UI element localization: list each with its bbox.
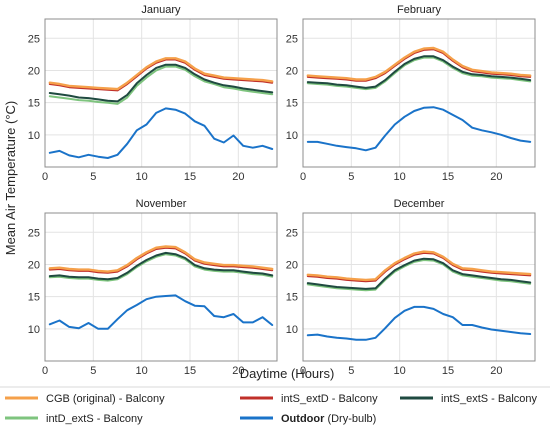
legend-item-outdoor: Outdoor (Dry-bulb) [240, 413, 376, 425]
series-line-outdoor [48, 107, 274, 159]
x-tick-label: 10 [394, 171, 406, 183]
series-line-cgb-original [306, 46, 532, 81]
series-line-ints-exts [306, 55, 532, 89]
panel-title: November [136, 198, 187, 210]
legend-label: CGB (original) - Balcony [46, 393, 165, 405]
y-tick-label: 20 [286, 259, 298, 271]
series-line-ints-extd [48, 246, 274, 274]
panel-title: January [141, 4, 181, 16]
series-line-ints-exts [48, 251, 274, 281]
y-tick-label: 20 [28, 259, 40, 271]
series-line-ints-exts [306, 257, 532, 290]
x-tick-label: 20 [232, 171, 244, 183]
x-tick-label: 15 [442, 365, 454, 377]
panel-title: February [397, 4, 442, 16]
x-tick-label: 0 [300, 171, 306, 183]
series-line-outdoor [48, 294, 274, 330]
y-tick-label: 10 [28, 324, 40, 336]
series-line-cgb-original [48, 57, 274, 91]
legend-label-bold: Outdoor [281, 413, 325, 425]
x-tick-label: 15 [184, 365, 196, 377]
series-line-intd-exts [48, 253, 274, 282]
x-tick-label: 15 [442, 171, 454, 183]
plot-frame [44, 18, 278, 168]
x-tick-label: 10 [136, 365, 148, 377]
legend-item-ints-extd-balcony: intS_extD - Balcony [240, 393, 378, 405]
x-tick-label: 10 [394, 365, 406, 377]
y-tick-label: 15 [286, 292, 298, 304]
series-line-intd-exts [306, 56, 532, 91]
panel-title: December [394, 198, 445, 210]
panel-november: 0 5 10 15 20 10 15 20 25 November [28, 198, 278, 377]
series-line-cgb-original [48, 245, 274, 273]
y-tick-label: 25 [286, 227, 298, 239]
x-tick-label: 5 [348, 365, 354, 377]
x-tick-label: 0 [300, 365, 306, 377]
y-tick-label: 25 [28, 227, 40, 239]
legend-item-ints-exts-balcony: intS_extS - Balcony [400, 393, 537, 405]
series-line-ints-exts [48, 63, 274, 103]
series-line-intd-exts [306, 259, 532, 292]
x-tick-label: 20 [490, 365, 502, 377]
plot-frame [302, 212, 536, 362]
x-tick-label: 0 [42, 171, 48, 183]
legend-item-intd-exts-balcony: intD_extS - Balcony [5, 413, 143, 425]
y-tick-label: 25 [28, 33, 40, 45]
series-line-ints-extd [306, 251, 532, 283]
series-line-ints-extd [306, 48, 532, 82]
y-tick-label: 25 [286, 33, 298, 45]
panel-december: 0 5 10 15 20 10 15 20 25 December [286, 198, 536, 377]
x-tick-label: 5 [90, 171, 96, 183]
y-tick-label: 10 [286, 324, 298, 336]
y-tick-label: 20 [286, 65, 298, 77]
y-tick-label: 10 [286, 130, 298, 142]
x-axis-title: Daytime (Hours) [240, 366, 335, 381]
y-tick-label: 15 [28, 292, 40, 304]
legend: CGB (original) - Balcony intS_extD - Balc… [5, 393, 537, 425]
legend-label: Outdoor (Dry-bulb) [281, 413, 376, 425]
legend-item-cgb-original-balcony: CGB (original) - Balcony [5, 393, 165, 405]
series-line-outdoor [306, 106, 532, 152]
x-tick-label: 20 [490, 171, 502, 183]
panel-february: 0 5 10 15 20 10 15 20 25 February [286, 4, 536, 183]
legend-label-suffix: (Dry-bulb) [324, 413, 376, 425]
x-tick-label: 20 [232, 365, 244, 377]
plot-frame [44, 212, 278, 362]
series-line-intd-exts [48, 65, 274, 105]
y-tick-label: 15 [286, 98, 298, 110]
series-line-outdoor [306, 305, 532, 341]
x-tick-label: 0 [42, 365, 48, 377]
legend-label: intS_extD - Balcony [281, 393, 378, 405]
legend-label: intS_extS - Balcony [441, 393, 537, 405]
plot-frame [302, 18, 536, 168]
legend-label: intD_extS - Balcony [46, 413, 143, 425]
y-tick-label: 20 [28, 65, 40, 77]
y-tick-label: 10 [28, 130, 40, 142]
series-line-cgb-original [306, 250, 532, 282]
x-tick-label: 10 [136, 171, 148, 183]
y-tick-label: 15 [28, 98, 40, 110]
x-tick-label: 15 [184, 171, 196, 183]
x-tick-label: 5 [348, 171, 354, 183]
y-axis-title: Mean Air Temperature (°C) [3, 101, 18, 256]
panel-january: 0 5 10 15 20 10 15 20 25 January [28, 4, 278, 183]
x-tick-label: 5 [90, 365, 96, 377]
